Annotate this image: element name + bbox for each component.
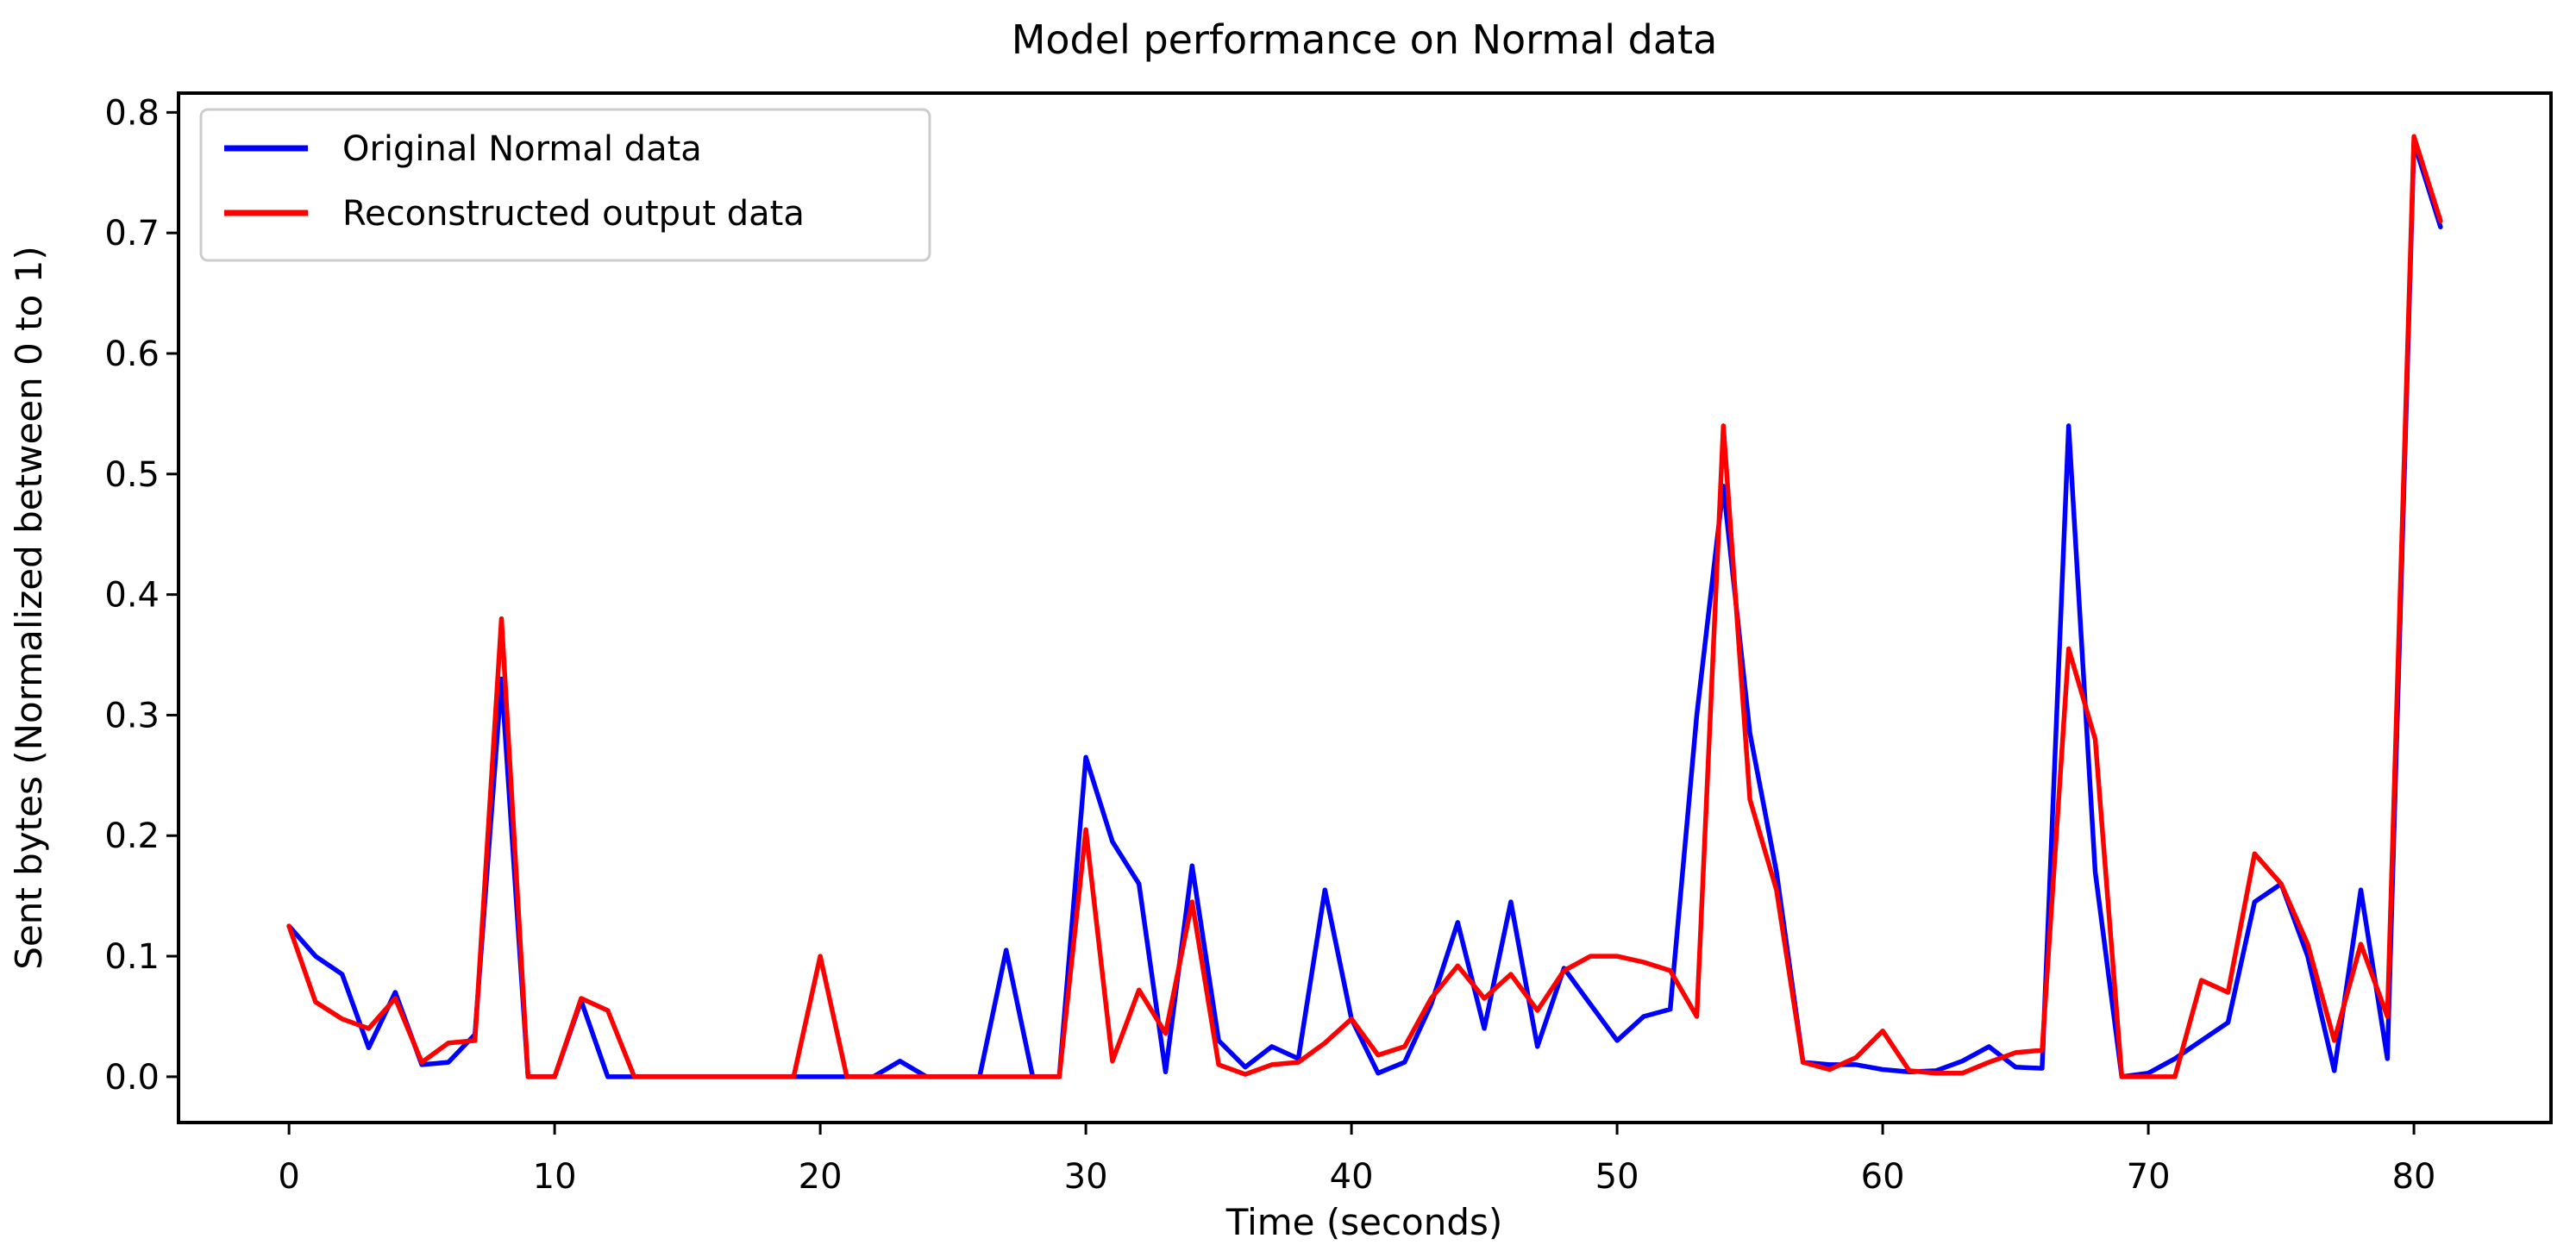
y-tick-label: 0.4 xyxy=(104,576,160,616)
y-tick-label: 0.7 xyxy=(104,214,160,253)
x-tick-label: 30 xyxy=(1064,1157,1108,1197)
series-line-reconstructed xyxy=(286,134,2443,1079)
axes-spines xyxy=(177,91,2553,1124)
y-tick-label: 0.6 xyxy=(104,335,160,374)
legend: Original Normal data Reconstructed outpu… xyxy=(199,108,931,262)
y-tick-label: 0.1 xyxy=(104,937,160,977)
y-axis-ticks: 0.0 0.1 0.2 0.3 0.4 0.5 0.6 0.7 0.8 xyxy=(104,93,179,1098)
legend-label-reconstructed: Reconstructed output data xyxy=(342,194,805,234)
data-series xyxy=(286,134,2443,1079)
y-tick-label: 0.2 xyxy=(104,816,160,856)
x-tick-label: 50 xyxy=(1595,1157,1639,1197)
x-tick-label: 0 xyxy=(278,1157,299,1197)
x-tick-label: 80 xyxy=(2392,1157,2436,1197)
x-tick-label: 10 xyxy=(533,1157,577,1197)
legend-label-original: Original Normal data xyxy=(342,129,702,169)
y-tick-label: 0.0 xyxy=(104,1058,160,1098)
x-tick-label: 40 xyxy=(1330,1157,1374,1197)
y-tick-label: 0.8 xyxy=(104,93,160,133)
chart-title: Model performance on Normal data xyxy=(1012,16,1718,63)
y-axis-label: Sent bytes (Normalized between 0 to 1) xyxy=(8,246,50,970)
plot-area xyxy=(179,93,2551,1123)
x-axis-label: Time (seconds) xyxy=(1225,1201,1503,1243)
x-axis-ticks: 0 10 20 30 40 50 60 70 80 xyxy=(278,1123,2436,1197)
x-tick-label: 60 xyxy=(1861,1157,1905,1197)
y-tick-label: 0.3 xyxy=(104,696,160,735)
y-tick-label: 0.5 xyxy=(104,455,160,495)
x-tick-label: 20 xyxy=(799,1157,843,1197)
legend-box xyxy=(199,108,931,262)
x-tick-label: 70 xyxy=(2127,1157,2171,1197)
